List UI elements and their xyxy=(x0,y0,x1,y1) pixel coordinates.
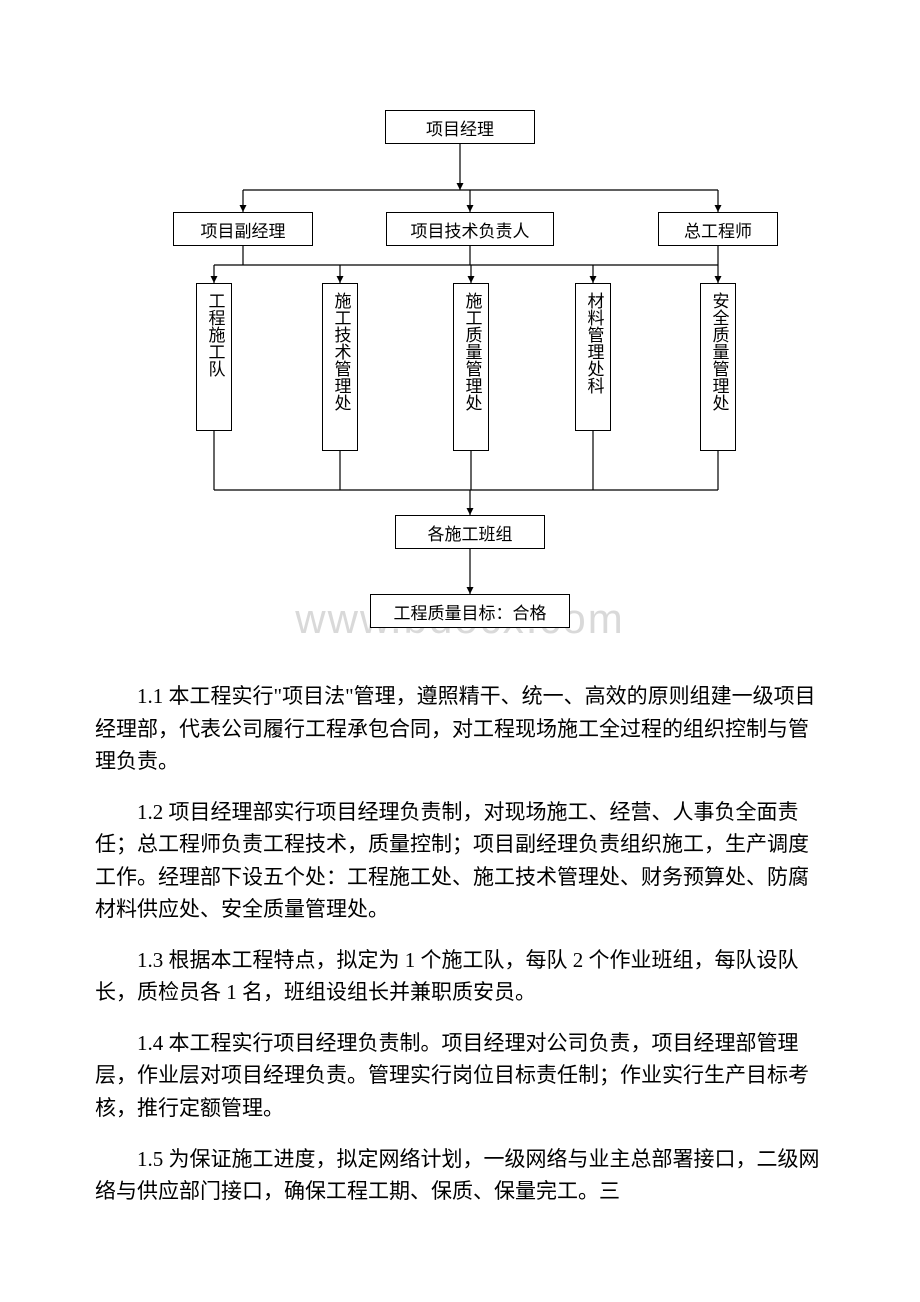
paragraph-1-2: 1.2 项目经理部实行项目经理负责制，对现场施工、经营、人事负全面责任；总工程师… xyxy=(95,796,825,926)
node-label: 工程施工队 xyxy=(203,292,226,377)
node-label: 安全质量管理处 xyxy=(707,292,730,411)
node-deputy-manager: 项目副经理 xyxy=(173,212,313,246)
node-label: 总工程师 xyxy=(684,217,752,242)
node-label: 项目经理 xyxy=(426,115,494,140)
node-quality-goal: 工程质量目标：合格 xyxy=(370,594,570,628)
node-label: 施工技术管理处 xyxy=(329,292,352,411)
node-dept-quality-mgmt: 施工质量管理处 xyxy=(453,283,489,451)
node-label: 项目技术负责人 xyxy=(411,217,530,242)
document-body: 1.1 本工程实行"项目法"管理，遵照精干、统一、高效的原则组建一级项目经理部，… xyxy=(95,680,825,1226)
node-dept-safety-quality: 安全质量管理处 xyxy=(700,283,736,451)
paragraph-1-1: 1.1 本工程实行"项目法"管理，遵照精干、统一、高效的原则组建一级项目经理部，… xyxy=(95,680,825,778)
node-dept-construction-team: 工程施工队 xyxy=(196,283,232,431)
org-flowchart: 项目经理 项目副经理 项目技术负责人 总工程师 工程施工队 施工技术管理处 施工… xyxy=(0,0,920,630)
node-work-teams: 各施工班组 xyxy=(395,515,545,549)
node-dept-material-mgmt: 材料管理处科 xyxy=(575,283,611,431)
node-project-manager: 项目经理 xyxy=(385,110,535,144)
paragraph-1-5: 1.5 为保证施工进度，拟定网络计划，一级网络与业主总部署接口，二级网络与供应部… xyxy=(95,1143,825,1208)
node-dept-tech-mgmt: 施工技术管理处 xyxy=(322,283,358,451)
node-label: 材料管理处科 xyxy=(582,292,605,394)
paragraph-1-3: 1.3 根据本工程特点，拟定为 1 个施工队，每队 2 个作业班组，每队设队长，… xyxy=(95,944,825,1009)
node-label: 各施工班组 xyxy=(428,520,513,545)
node-label: 项目副经理 xyxy=(201,217,286,242)
node-chief-engineer: 总工程师 xyxy=(658,212,778,246)
paragraph-1-4: 1.4 本工程实行项目经理负责制。项目经理对公司负责，项目经理部管理层，作业层对… xyxy=(95,1027,825,1125)
node-label: 施工质量管理处 xyxy=(460,292,483,411)
node-tech-lead: 项目技术负责人 xyxy=(386,212,554,246)
node-label: 工程质量目标：合格 xyxy=(394,599,547,624)
